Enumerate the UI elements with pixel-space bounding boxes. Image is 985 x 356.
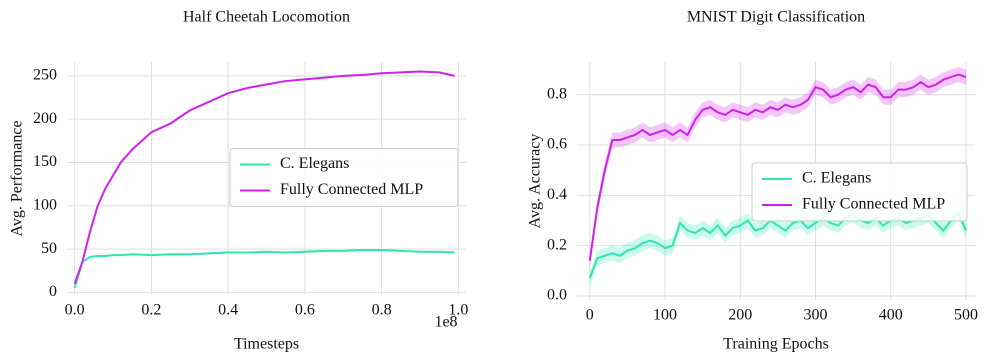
chart-title: Half Cheetah Locomotion: [183, 9, 350, 26]
x-tick-label: 0.2: [141, 302, 161, 319]
x-tick-label: 0.8: [372, 302, 392, 319]
line: [588, 73, 967, 261]
x-tick-label: 500: [954, 307, 978, 324]
y-tick-label: 100: [33, 196, 57, 213]
y-tick-label: 250: [33, 67, 57, 84]
x-tick-label: 100: [653, 307, 677, 324]
x-tick-label: 1.0: [448, 302, 468, 319]
legend-label: Fully Connected MLP: [280, 181, 423, 198]
legend-label: C. Elegans: [280, 155, 349, 172]
chart-title: MNIST Digit Classification: [687, 9, 865, 26]
x-tick-label: 300: [803, 307, 827, 324]
x-tick-label: 400: [879, 307, 903, 324]
y-tick-label: 150: [33, 153, 57, 170]
y-tick-label: 0.6: [547, 136, 567, 153]
legend-box: [229, 148, 459, 207]
y-axis-label: Avg. Performance: [9, 120, 26, 236]
x-tick-label: 0: [586, 307, 594, 324]
y-tick-label: 0.2: [547, 236, 567, 253]
legend-label: Fully Connected MLP: [802, 196, 945, 213]
y-tick-label: 0.8: [547, 85, 567, 102]
y-tick-label: 50: [41, 240, 57, 257]
y-tick-label: 0: [49, 283, 57, 300]
x-tick-label: 0.4: [218, 302, 238, 319]
line: [73, 70, 455, 285]
x-tick-label: 0.6: [295, 302, 315, 319]
x-axis-label: Timesteps: [234, 336, 299, 353]
y-tick-label: 0.0: [547, 287, 567, 304]
y-tick-label: 200: [33, 110, 57, 127]
y-axis-label: Avg. Accuracy: [527, 134, 544, 229]
legend-label: C. Elegans: [802, 170, 871, 187]
line: [73, 248, 455, 289]
y-tick-label: 0.4: [547, 186, 567, 203]
x-offset-label: 1e8: [434, 314, 457, 331]
x-tick-label: 200: [728, 307, 752, 324]
legend-box: [751, 162, 968, 222]
x-axis-label: Training Epochs: [723, 336, 829, 353]
x-tick-label: 0.0: [65, 302, 85, 319]
